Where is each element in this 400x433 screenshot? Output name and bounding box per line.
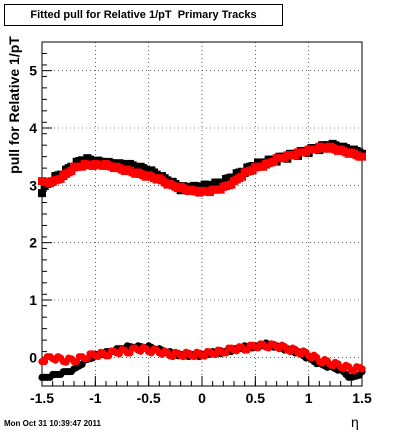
data-point (67, 166, 76, 175)
x-tick-label: -1.5 (30, 390, 54, 406)
grid (42, 42, 362, 386)
y-tick-label: 1 (29, 292, 37, 308)
date-stamp: Mon Oct 31 10:39:47 2011 (4, 419, 101, 428)
x-tick-label: 1.5 (352, 390, 372, 406)
y-tick-label: 0 (29, 349, 37, 365)
data-point (358, 365, 366, 373)
x-tick-label: 1 (305, 390, 313, 406)
tick-labels: -1.5 -1 -0.5 0 0.5 1 1.5 0 1 2 3 4 5 (29, 63, 372, 406)
y-tick-label: 4 (29, 120, 37, 136)
y-tick-label: 3 (29, 177, 37, 193)
data-point (38, 189, 46, 198)
y-axis-label: pull for Relative 1/pT (6, 36, 22, 174)
x-axis-label: η (351, 414, 359, 430)
x-tick-label: -1 (89, 390, 102, 406)
data-point (238, 172, 246, 181)
data-marks (38, 139, 366, 381)
chart-title: Fitted pull for Relative 1/pT Primary Tr… (4, 4, 283, 26)
x-tick-label: 0 (198, 390, 206, 406)
x-tick-label: 0.5 (246, 390, 266, 406)
y-tick-label: 5 (29, 63, 37, 79)
y-tick-label: 2 (29, 235, 37, 251)
series-lower-circle-red (38, 340, 366, 375)
data-point (358, 152, 366, 161)
x-tick-label: -0.5 (137, 390, 161, 406)
series-upper-square-red (38, 142, 366, 197)
